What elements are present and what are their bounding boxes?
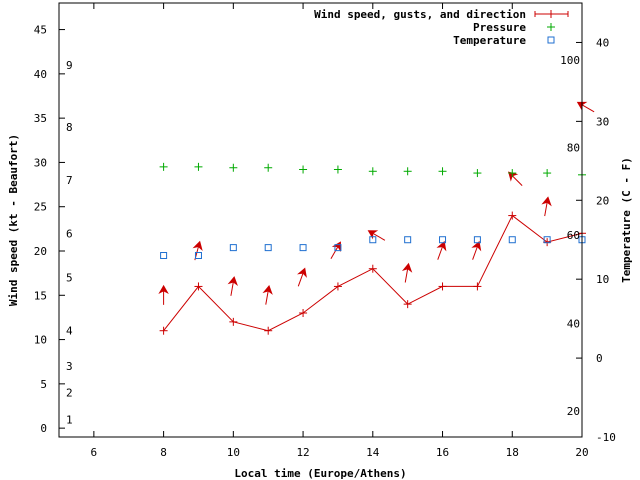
wind-speed-point [473,282,482,291]
pressure-point [229,163,238,172]
y-right-tick-label: 30 [596,115,609,128]
fahrenheit-label: 100 [560,54,580,67]
gust-arrow [158,284,169,305]
pressure-point [159,162,168,171]
y-right-tick-label: 40 [596,36,609,49]
fahrenheit-label: 60 [567,229,580,242]
temperature-point [404,236,412,244]
temperature-point [229,244,237,252]
x-tick-label: 10 [227,446,240,459]
temperature-point [543,236,551,244]
beaufort-label: 8 [66,121,73,134]
y-right-tick-label: 0 [596,352,603,365]
pressure-point [543,169,552,178]
pressure-point [438,167,447,176]
y-left-tick-label: 30 [34,156,47,169]
wind-speed-point [264,326,273,335]
pressure-point [299,165,308,174]
y-left-tick-label: 35 [34,112,47,125]
fahrenheit-label: 80 [567,141,580,154]
legend-temperature-marker [547,36,555,44]
wind-speed-point [333,282,342,291]
wind-speed-point [508,211,517,220]
legend-pressure-label: Pressure [473,21,526,34]
y-axis-left-label: Wind speed (kt - Beaufort) [7,134,20,306]
y-left-tick-label: 40 [34,68,47,81]
y-left-tick-label: 0 [40,422,47,435]
temperature-point [508,236,516,244]
gust-arrow [297,267,307,287]
gust-arrow [541,196,552,217]
pressure-point [264,163,273,172]
wind-speed-point [229,317,238,326]
beaufort-label: 5 [66,272,73,285]
gust-arrow [401,262,413,283]
gust-arrow [471,240,482,260]
gust-arrow [262,284,273,305]
x-tick-label: 16 [436,446,449,459]
beaufort-label: 1 [66,413,73,426]
temperature-point [473,236,481,244]
gust-arrow [367,230,386,241]
fahrenheit-label: 20 [567,405,580,418]
x-axis-label: Local time (Europe/Athens) [234,467,406,480]
x-tick-label: 8 [160,446,167,459]
y-right-tick-label: -10 [596,431,616,444]
beaufort-label: 6 [66,227,73,240]
pressure-point [194,162,203,171]
y-left-tick-label: 25 [34,201,47,214]
y-left-tick-label: 10 [34,334,47,347]
y-left-tick-label: 20 [34,245,47,258]
pressure-point [403,167,412,176]
wind-speed-point [368,264,377,273]
pressure-point [508,169,517,178]
y-right-tick-label: 20 [596,194,609,207]
pressure-point [368,167,377,176]
fahrenheit-label: 40 [567,317,580,330]
y-left-tick-label: 45 [34,24,47,37]
beaufort-label: 3 [66,360,73,373]
wind-speed-point [438,282,447,291]
x-tick-label: 20 [575,446,588,459]
chart-legend: Wind speed, gusts, and directionPressure… [314,8,569,47]
x-tick-label: 6 [91,446,98,459]
chart-marks [158,101,595,335]
beaufort-label: 9 [66,59,73,72]
wind-speed-point [159,326,168,335]
beaufort-label: 7 [66,174,73,187]
gust-arrow [436,240,447,260]
x-tick-label: 12 [296,446,309,459]
legend-pressure-marker [547,23,555,31]
gust-arrow [227,276,238,296]
y-left-tick-label: 5 [40,378,47,391]
y-right-tick-label: 10 [596,273,609,286]
pressure-point [473,169,482,178]
plot-frame [58,2,583,438]
y-left-tick-label: 15 [34,289,47,302]
chart-axes: 6 8 10 12 14 16 18 20051015202530354045-1001020… [34,3,616,459]
temperature-point [194,252,202,260]
temperature-point [264,244,272,252]
wind-speed-point [299,309,308,317]
temperature-point [160,252,168,260]
temperature-point [439,236,447,244]
temperature-point [299,244,307,252]
wind-speed-point [194,282,203,291]
y-axis-right-label: Temperature (C - F) [620,157,633,283]
x-tick-label: 14 [366,446,380,459]
temperature-point [334,244,342,252]
pressure-point [333,165,342,174]
beaufort-label: 2 [66,387,73,400]
legend-wind-marker [547,10,555,18]
wind-speed-point [403,300,412,309]
legend-temperature-label: Temperature [453,34,526,47]
temperature-point [369,236,377,244]
x-tick-label: 18 [506,446,519,459]
legend-wind-label: Wind speed, gusts, and direction [314,8,526,21]
beaufort-label: 4 [66,325,73,338]
